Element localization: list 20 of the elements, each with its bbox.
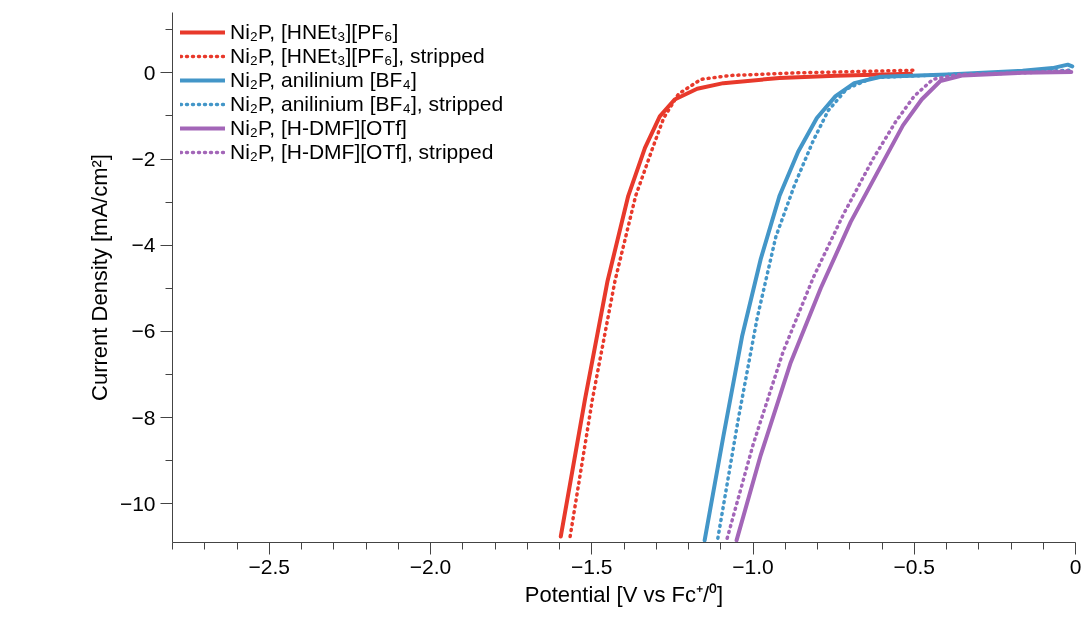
legend-label: Ni₂P, [HNEt₃][PF₆], stripped: [230, 44, 485, 68]
legend-label: Ni₂P, [HNEt₃][PF₆]: [230, 20, 399, 44]
x-tick-label: 0: [1069, 554, 1082, 578]
y-tick-label: 0: [143, 60, 156, 84]
x-tick-label: −1.0: [732, 554, 774, 578]
x-axis-title: Potential [V vs Fc⁺/⁰]: [524, 581, 724, 607]
y-tick-label: −6: [131, 319, 156, 343]
y-axis-title: Current Density [mA/cm²]: [86, 154, 112, 401]
legend-label: Ni₂P, anilinium [BF₄]: [230, 68, 417, 92]
y-tick-label: −8: [131, 405, 156, 429]
y-tick-label: −4: [131, 233, 156, 257]
y-tick-label: −2: [131, 147, 156, 170]
legend-label: Ni₂P, [H-DMF][OTf], stripped: [230, 140, 494, 164]
x-tick-label: −2.5: [248, 554, 290, 578]
legend-label: Ni₂P, anilinium [BF₄], stripped: [230, 92, 504, 116]
x-tick-label: −1.5: [571, 554, 613, 578]
y-tick-label: −10: [119, 491, 156, 515]
x-tick-label: −0.5: [893, 554, 935, 578]
legend-label: Ni₂P, [H-DMF][OTf]: [230, 116, 407, 140]
x-tick-label: −2.0: [409, 554, 452, 578]
